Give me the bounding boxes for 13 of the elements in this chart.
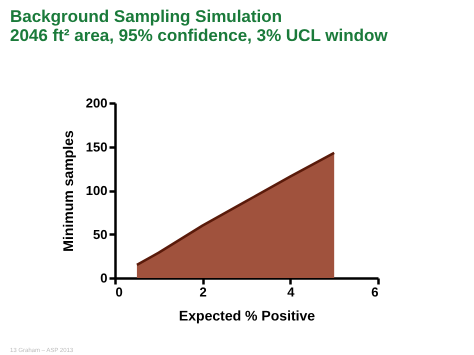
chart-title: Background Sampling Simulation: [10, 7, 282, 26]
x-axis-title: Expected % Positive: [178, 308, 316, 324]
y-tick-label: 50: [93, 226, 108, 242]
x-tick-label: 2: [200, 284, 207, 300]
y-axis-title: Minimum samples: [60, 130, 76, 252]
chart-subtitle: 2046 ft² area, 95% confidence, 3% UCL window: [10, 26, 388, 45]
y-tick-label: 150: [86, 139, 108, 154]
y-tick-label: 0: [100, 270, 108, 286]
y-tick-label: 200: [86, 96, 108, 110]
x-tick-label: 6: [371, 284, 378, 300]
x-tick-label: 4: [287, 284, 296, 300]
x-tick-label: 0: [116, 284, 123, 300]
y-tick-label: 100: [86, 183, 108, 198]
